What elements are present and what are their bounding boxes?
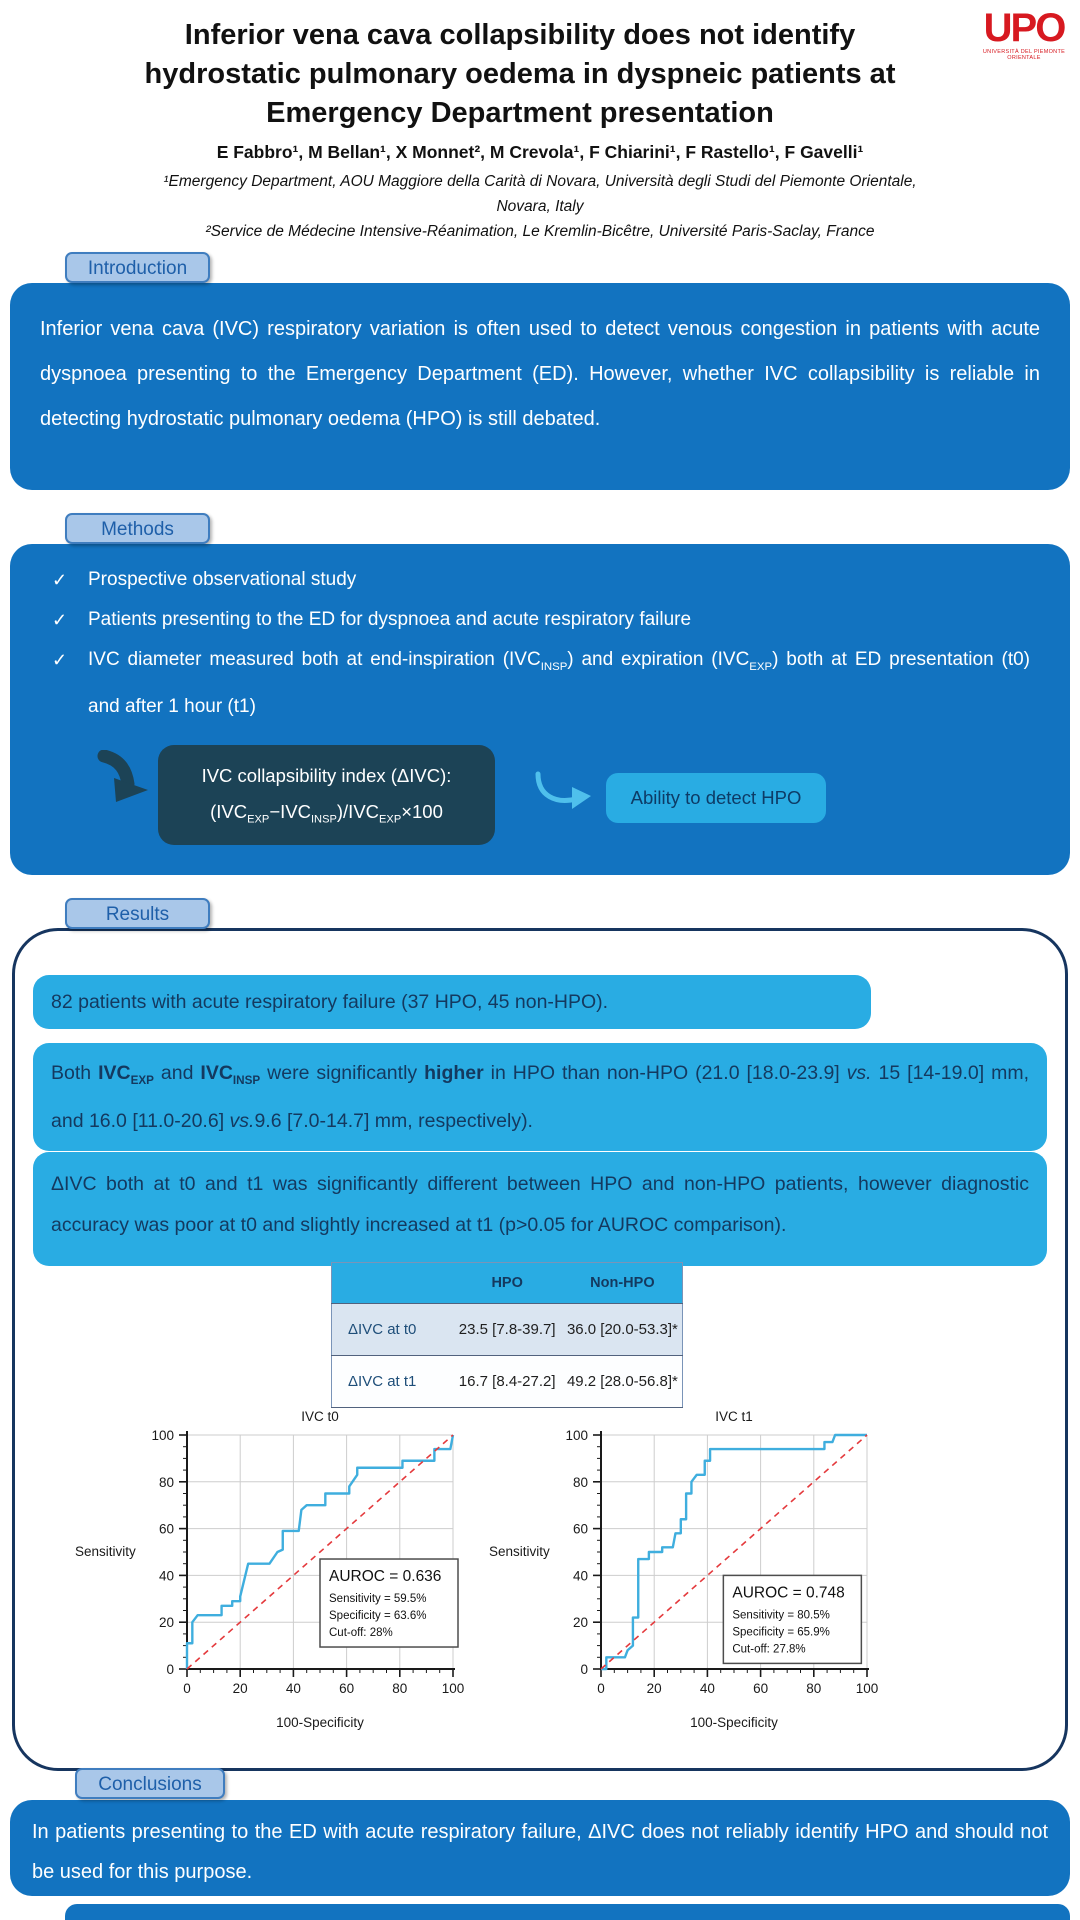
svg-text:100: 100 <box>565 1428 588 1443</box>
svg-text:0: 0 <box>597 1681 605 1696</box>
svg-text:IVC t0: IVC t0 <box>301 1409 339 1424</box>
methods-bullet-3: ✓ IVC diameter measured both at end-insp… <box>52 640 1030 727</box>
tab-results: Results <box>65 898 210 929</box>
svg-text:0: 0 <box>166 1662 174 1677</box>
upo-logo-text: UPO <box>983 6 1067 50</box>
poster-title-line2: hydrostatic pulmonary oedema in dyspneic… <box>144 58 896 90</box>
table-header-row: HPO Non-HPO <box>331 1262 683 1304</box>
results-finding-2: Both IVCEXP and IVCINSP were significant… <box>33 1043 1047 1151</box>
svg-text:20: 20 <box>573 1615 588 1630</box>
svg-text:IVC t1: IVC t1 <box>715 1409 753 1424</box>
svg-text:Sensitivity: Sensitivity <box>489 1544 550 1559</box>
results-finding-3: ΔIVC both at t0 and t1 was significantly… <box>33 1152 1047 1266</box>
methods-bullet-2-text: Patients presenting to the ED for dyspno… <box>88 609 692 630</box>
methods-box: ✓ Prospective observational study ✓ Pati… <box>10 544 1070 875</box>
svg-text:Specificity = 65.9%: Specificity = 65.9% <box>732 1626 829 1638</box>
introduction-box: Inferior vena cava (IVC) respiratory var… <box>10 283 1070 490</box>
formula-expression: (IVCEXP−IVCINSP)/IVCEXP×100 <box>210 801 443 826</box>
svg-text:80: 80 <box>159 1475 174 1490</box>
svg-text:100-Specificity: 100-Specificity <box>690 1715 778 1730</box>
methods-bullet-1-text: Prospective observational study <box>88 569 357 590</box>
svg-text:Sensitivity: Sensitivity <box>75 1544 136 1559</box>
table-row-label: ΔIVC at t0 <box>348 1321 417 1338</box>
svg-text:20: 20 <box>159 1615 174 1630</box>
check-icon: ✓ <box>52 570 68 590</box>
table-cell-hpo-t0: 23.5 [7.8-39.7] <box>458 1321 556 1338</box>
svg-text:AUROC = 0.636: AUROC = 0.636 <box>329 1568 441 1585</box>
table-row-label: ΔIVC at t1 <box>348 1373 417 1390</box>
svg-text:0: 0 <box>580 1662 588 1677</box>
introduction-text: Inferior vena cava (IVC) respiratory var… <box>40 318 1040 430</box>
tab-introduction: Introduction <box>65 252 210 283</box>
table-row: ΔIVC at t1 16.7 [8.4-27.2] 49.2 [28.0-56… <box>331 1355 683 1408</box>
svg-text:Cut-off: 28%: Cut-off: 28% <box>329 1627 393 1639</box>
svg-text:20: 20 <box>647 1681 662 1696</box>
delta-ivc-table: HPO Non-HPO ΔIVC at t0 23.5 [7.8-39.7] 3… <box>331 1262 683 1408</box>
svg-text:20: 20 <box>233 1681 248 1696</box>
svg-text:AUROC = 0.748: AUROC = 0.748 <box>732 1584 844 1601</box>
formula-title: IVC collapsibility index (ΔIVC): <box>201 765 452 786</box>
affiliations: ¹Emergency Department, AOU Maggiore dell… <box>140 169 940 244</box>
check-icon: ✓ <box>52 610 68 630</box>
svg-text:80: 80 <box>573 1475 588 1490</box>
results-panel: 82 patients with acute respiratory failu… <box>12 928 1068 1771</box>
conclusions-text: In patients presenting to the ED with ac… <box>32 1821 1048 1883</box>
upo-logo-caption: UNIVERSITÀ DEL PIEMONTE ORIENTALE <box>982 49 1066 61</box>
svg-text:80: 80 <box>806 1681 821 1696</box>
poster-title: Inferior vena cava collapsibility does n… <box>90 16 950 133</box>
footer-strip <box>65 1904 1070 1920</box>
methods-bullet-1: ✓ Prospective observational study <box>52 560 1030 600</box>
svg-text:100: 100 <box>151 1428 174 1443</box>
svg-text:60: 60 <box>339 1681 354 1696</box>
svg-text:100: 100 <box>442 1681 465 1696</box>
svg-text:60: 60 <box>573 1522 588 1537</box>
tab-methods: Methods <box>65 513 210 544</box>
tab-conclusions: Conclusions <box>75 1768 225 1799</box>
roc-chart-ivc-t0: IVC t0 0 20 40 60 80 100 0 20 40 60 80 100 AUROC = 0.… <box>71 1405 475 1735</box>
svg-text:100: 100 <box>856 1681 879 1696</box>
authors-line: E Fabbro¹, M Bellan¹, X Monnet², M Crevo… <box>216 142 864 162</box>
ability-to-detect-box: Ability to detect HPO <box>606 773 826 823</box>
roc-chart-ivc-t1: IVC t1 0 20 40 60 80 100 0 20 40 60 80 100 AUROC = 0.… <box>485 1405 889 1735</box>
hook-arrow-icon <box>532 766 592 817</box>
svg-text:40: 40 <box>700 1681 715 1696</box>
table-header-empty <box>331 1262 452 1304</box>
methods-bullet-list: ✓ Prospective observational study ✓ Pati… <box>52 560 1030 727</box>
table-cell-nonhpo-t0: 36.0 [20.0-53.3]* <box>566 1321 678 1338</box>
svg-text:60: 60 <box>753 1681 768 1696</box>
formula-box: IVC collapsibility index (ΔIVC): (IVCEXP… <box>158 745 495 845</box>
affiliation-1: ¹Emergency Department, AOU Maggiore dell… <box>163 173 917 215</box>
svg-text:40: 40 <box>286 1681 301 1696</box>
svg-text:0: 0 <box>183 1681 191 1696</box>
svg-text:40: 40 <box>159 1568 174 1583</box>
svg-text:40: 40 <box>573 1568 588 1583</box>
methods-bullet-3-text: IVC diameter measured both at end-inspir… <box>88 649 1031 717</box>
svg-text:80: 80 <box>392 1681 407 1696</box>
upo-logo: UPO UNIVERSITÀ DEL PIEMONTE ORIENTALE <box>974 8 1074 61</box>
svg-text:Specificity = 63.6%: Specificity = 63.6% <box>329 1610 426 1622</box>
table-cell-hpo-t1: 16.7 [8.4-27.2] <box>458 1373 556 1390</box>
svg-text:Sensitivity = 59.5%: Sensitivity = 59.5% <box>329 1593 426 1605</box>
conclusions-box: In patients presenting to the ED with ac… <box>10 1800 1070 1896</box>
svg-text:60: 60 <box>159 1522 174 1537</box>
table-cell-nonhpo-t1: 49.2 [28.0-56.8]* <box>566 1373 678 1390</box>
poster-title-line3: Emergency Department presentation <box>266 97 774 129</box>
svg-text:Cut-off: 27.8%: Cut-off: 27.8% <box>732 1643 805 1655</box>
table-row: ΔIVC at t0 23.5 [7.8-39.7] 36.0 [20.0-53… <box>331 1303 683 1356</box>
poster-title-line1: Inferior vena cava collapsibility does n… <box>184 19 856 51</box>
check-icon: ✓ <box>52 650 68 670</box>
svg-text:Sensitivity = 80.5%: Sensitivity = 80.5% <box>732 1609 829 1621</box>
table-header-non-hpo: Non-HPO <box>562 1262 683 1304</box>
methods-bullet-2: ✓ Patients presenting to the ED for dysp… <box>52 600 1030 640</box>
curved-arrow-icon <box>96 749 154 813</box>
affiliation-2: ²Service de Médecine Intensive-Réanimati… <box>205 223 875 240</box>
results-finding-1: 82 patients with acute respiratory failu… <box>33 975 871 1029</box>
table-header-hpo: HPO <box>451 1262 563 1304</box>
svg-text:100-Specificity: 100-Specificity <box>276 1715 364 1730</box>
